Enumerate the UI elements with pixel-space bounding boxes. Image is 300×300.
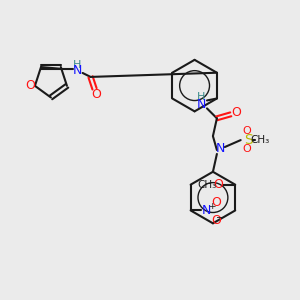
Text: S: S <box>244 133 253 147</box>
Text: O: O <box>25 80 35 92</box>
Text: N: N <box>73 64 82 77</box>
Text: O: O <box>214 178 223 191</box>
Text: N: N <box>196 98 206 111</box>
Text: CH₃: CH₃ <box>251 135 270 145</box>
Text: O: O <box>92 88 101 101</box>
Text: +: + <box>208 202 215 211</box>
Text: O: O <box>212 214 221 227</box>
Text: O: O <box>212 196 221 209</box>
Text: O: O <box>242 126 251 136</box>
Text: O: O <box>231 106 241 119</box>
Text: N: N <box>216 142 226 154</box>
Text: H: H <box>197 92 205 103</box>
Text: O: O <box>242 144 251 154</box>
Text: −: − <box>216 213 224 224</box>
Text: CH₃: CH₃ <box>198 180 217 190</box>
Text: N: N <box>202 204 211 217</box>
Text: H: H <box>73 60 81 70</box>
